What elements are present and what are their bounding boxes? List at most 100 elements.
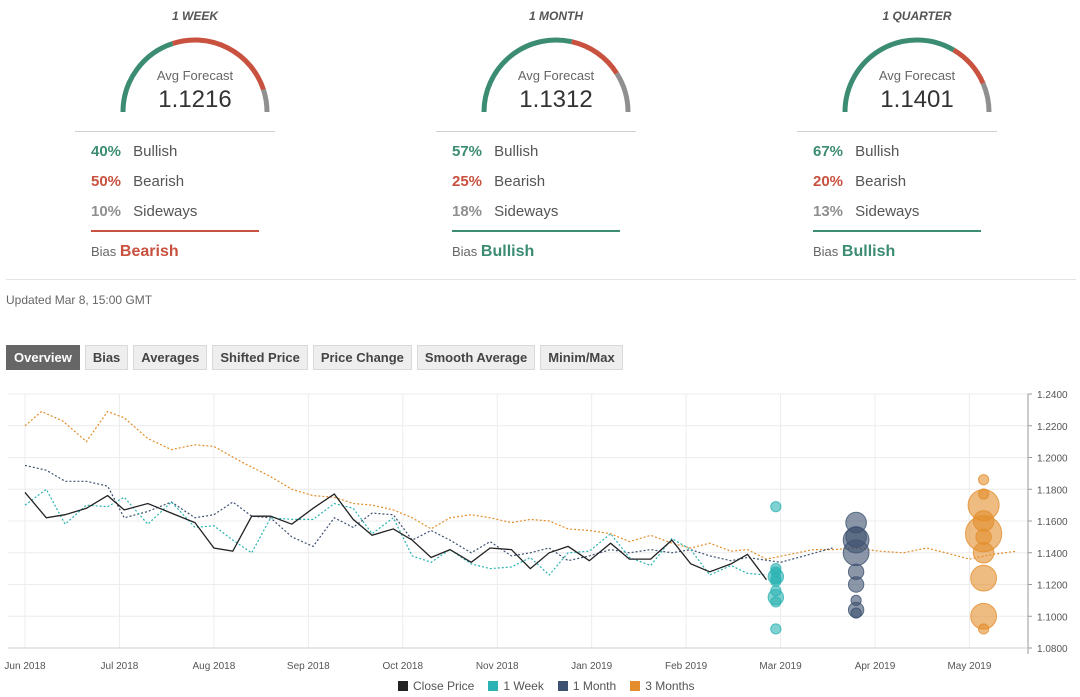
bias-label: Bias (813, 244, 839, 259)
bias-underline (91, 230, 259, 232)
sideways-label: Sideways (855, 203, 920, 220)
tab-minim-max[interactable]: Minim/Max (540, 345, 623, 370)
forecast-chart: 1.2400 1.2200 1.2000 1.1800 1.1600 1.1400 1.12… (4, 390, 1068, 672)
one-week-forecast-bubble[interactable] (770, 596, 782, 608)
tab-price-change[interactable]: Price Change (312, 345, 412, 370)
bias-underline (813, 230, 981, 232)
bearish-label: Bearish (494, 173, 546, 190)
one-month-line (24, 464, 833, 563)
chart-legend: Close Price 1 Week 1 Month 3 Months (398, 679, 695, 693)
x-tick-label: Apr 2019 (855, 661, 896, 672)
tab-averages[interactable]: Averages (133, 345, 208, 370)
three-months-forecast-bubble[interactable] (978, 474, 990, 486)
gauge-sideways-segment (980, 82, 992, 113)
bias-value: Bullish (480, 243, 535, 260)
y-tick-label: 1.1400 (1037, 549, 1068, 560)
bearish-pct: 20% (813, 173, 844, 190)
divider (75, 131, 275, 132)
legend-item-month[interactable]: 1 Month (557, 679, 616, 693)
bullish-pct: 67% (813, 143, 844, 160)
forecast-panel-week: 1 WEEK Avg Forecast 1.1216 40% Bullish 5… (75, 0, 315, 260)
bullish-label: Bullish (133, 143, 178, 160)
y-tick-label: 1.2200 (1037, 422, 1068, 433)
sideways-label: Sideways (133, 203, 198, 220)
bullish-row: 40% Bullish (91, 143, 177, 160)
bias: Bias Bearish (91, 243, 179, 261)
avg-forecast-value: 1.1312 (519, 86, 593, 113)
legend-label: Close Price (413, 679, 475, 693)
legend-item-week[interactable]: 1 Week (488, 679, 544, 693)
one-month-forecast-bubble[interactable] (847, 576, 865, 593)
one-week-forecast-bubble[interactable] (770, 575, 782, 587)
bearish-pct: 25% (452, 173, 483, 190)
x-tick-label: Feb 2019 (665, 661, 708, 672)
x-tick-label: Sep 2018 (287, 661, 330, 672)
section-divider (6, 279, 1076, 280)
gauge-bearish-segment (571, 39, 619, 75)
three-months-line (24, 410, 1017, 560)
divider (436, 131, 636, 132)
one-month-forecast-bubble[interactable] (842, 539, 870, 567)
bias: Bias Bullish (813, 243, 895, 261)
tab-smooth-average[interactable]: Smooth Average (416, 345, 536, 370)
tab-bias[interactable]: Bias (84, 345, 129, 370)
avg-forecast-value: 1.1401 (880, 86, 954, 113)
bearish-label: Bearish (855, 173, 907, 190)
legend-item-quarter[interactable]: 3 Months (630, 679, 695, 693)
three-months-forecast-bubble[interactable] (978, 623, 990, 635)
bullish-pct: 40% (91, 143, 122, 160)
avg-forecast-label: Avg Forecast (878, 68, 956, 83)
bearish-row: 25% Bearish (452, 173, 545, 190)
x-tick-label: Oct 2018 (382, 661, 423, 672)
bearish-row: 50% Bearish (91, 173, 184, 190)
gauge-bullish-segment (120, 41, 174, 113)
divider (797, 131, 997, 132)
bias-underline (452, 230, 620, 232)
tab-overview[interactable]: Overview (6, 345, 80, 370)
bullish-label: Bullish (494, 143, 539, 160)
y-tick-label: 1.1800 (1037, 485, 1068, 496)
bearish-pct: 50% (91, 173, 122, 190)
forecast-panel-quarter: 1 QUARTER Avg Forecast 1.1401 67% Bullis… (797, 0, 1037, 260)
x-tick-label: Jun 2018 (4, 661, 46, 672)
period-title: 1 WEEK (171, 9, 218, 23)
bias: Bias Bullish (452, 243, 534, 261)
one-week-forecast-bubble[interactable] (770, 501, 782, 513)
avg-forecast-value: 1.1216 (158, 86, 232, 113)
bias-label: Bias (91, 244, 117, 259)
one-week-line (24, 488, 767, 576)
sideways-row: 10% Sideways (91, 203, 197, 220)
x-tick-label: May 2019 (947, 661, 991, 672)
avg-forecast-label: Avg Forecast (517, 68, 595, 83)
one-week-forecast-bubble[interactable] (770, 623, 782, 635)
y-tick-label: 1.1600 (1037, 517, 1068, 528)
y-tick-label: 1.1000 (1037, 612, 1068, 623)
x-tick-label: Jul 2018 (101, 661, 139, 672)
bullish-pct: 57% (452, 143, 483, 160)
tab-shifted-price[interactable]: Shifted Price (212, 345, 308, 370)
bias-label: Bias (452, 244, 478, 259)
sideways-pct: 18% (452, 203, 483, 220)
legend-label: 3 Months (645, 679, 695, 693)
avg-forecast-label: Avg Forecast (156, 68, 234, 83)
sideways-label: Sideways (494, 203, 559, 220)
three-months-forecast-bubble[interactable] (970, 564, 998, 592)
sideways-pct: 13% (813, 203, 844, 220)
bullish-row: 57% Bullish (452, 143, 538, 160)
y-tick-label: 1.1200 (1037, 581, 1068, 592)
one-month-forecast-bubble[interactable] (850, 607, 862, 619)
gauge-bearish-segment (171, 37, 266, 91)
x-tick-label: Nov 2018 (476, 661, 519, 672)
period-title: 1 MONTH (529, 9, 583, 23)
sideways-pct: 10% (91, 203, 122, 220)
legend-item-close[interactable]: Close Price (398, 679, 474, 693)
gauge (120, 37, 270, 113)
bias-value: Bearish (119, 243, 179, 260)
y-tick-label: 1.2400 (1037, 390, 1068, 401)
bullish-label: Bullish (855, 143, 900, 160)
close-price-line (24, 491, 767, 581)
sideways-row: 13% Sideways (813, 203, 919, 220)
gauge (481, 37, 631, 113)
period-title: 1 QUARTER (882, 9, 952, 23)
three-months-forecast-bubble[interactable] (972, 541, 995, 564)
